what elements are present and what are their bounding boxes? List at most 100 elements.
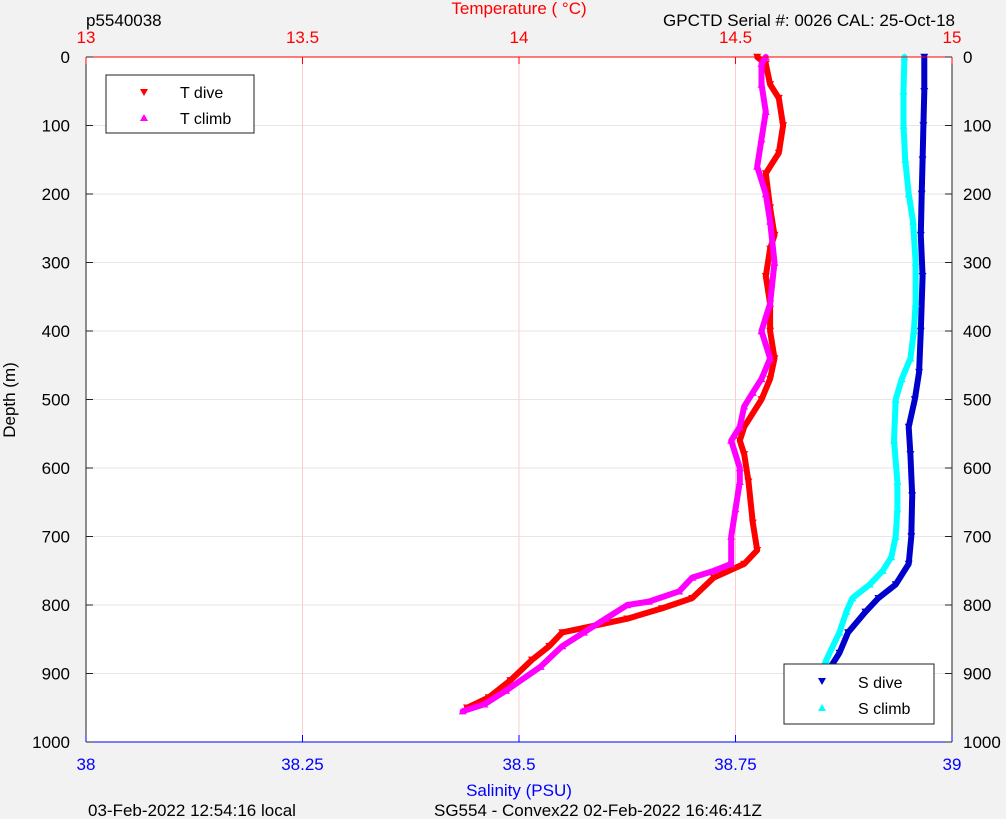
depth-tick-label-left: 400 <box>42 322 70 341</box>
depth-tick-label-right: 0 <box>963 48 972 67</box>
data-point-t_climb <box>623 601 632 609</box>
data-point-t_dive <box>761 273 770 280</box>
data-point-t_dive <box>766 81 775 88</box>
data-point-s_dive <box>910 396 919 404</box>
series-layer <box>458 53 929 715</box>
data-point-s_dive <box>906 451 915 458</box>
data-point-t_dive <box>748 519 757 527</box>
data-point-t_dive <box>766 327 775 335</box>
depth-tick-label-right: 900 <box>963 665 991 684</box>
data-point-s_climb <box>901 156 910 163</box>
footer-left-text: 03-Feb-2022 12:54:16 local <box>88 801 296 819</box>
data-point-s_climb <box>911 300 920 307</box>
data-point-s_dive <box>916 231 925 239</box>
data-point-t_climb <box>709 567 718 574</box>
depth-tick-label-left: 500 <box>42 391 70 410</box>
depth-tick-label-left: 800 <box>42 596 70 615</box>
series-t_dive <box>463 53 788 712</box>
depth-tick-label-left: 900 <box>42 665 70 684</box>
data-point-t_climb <box>757 327 766 335</box>
data-point-s_climb <box>835 628 844 636</box>
depth-tick-label-left: 300 <box>42 254 70 273</box>
salinity-tick-label: 38 <box>77 755 96 774</box>
depth-tick-label-right: 800 <box>963 596 991 615</box>
legend-t-climb-marker <box>140 114 148 121</box>
data-point-t_climb <box>757 80 766 88</box>
depth-tick-label-right: 700 <box>963 528 991 547</box>
data-point-s_climb <box>906 354 915 362</box>
data-point-t_climb <box>579 628 588 636</box>
series-line-s_climb <box>797 54 919 715</box>
data-point-t_dive <box>740 451 749 458</box>
salinity-axis-title: Salinity (PSU) <box>466 781 572 800</box>
data-point-t_climb <box>766 354 775 362</box>
data-point-t_climb <box>753 163 762 170</box>
data-point-t_dive <box>740 560 749 568</box>
salinity-legend: S dive S climb <box>783 663 935 725</box>
data-point-s_climb <box>909 217 918 225</box>
data-point-s_climb <box>893 505 902 513</box>
data-point-t_climb <box>731 505 740 513</box>
data-point-t_climb <box>748 389 757 396</box>
data-point-s_climb <box>891 395 900 403</box>
data-point-t_climb <box>727 437 736 444</box>
legend-s-climb-marker <box>818 704 826 711</box>
data-point-s_climb <box>911 258 920 266</box>
series-s_climb <box>796 53 920 715</box>
data-point-s_dive <box>874 594 883 602</box>
data-point-s_dive <box>918 156 927 164</box>
data-point-t_dive <box>558 629 567 636</box>
data-point-s_dive <box>891 581 900 589</box>
data-point-s_dive <box>907 533 916 541</box>
depth-tick-label-right: 600 <box>963 459 991 478</box>
data-point-t_climb <box>766 300 775 307</box>
footer-center-text: SG554 - Convex22 02-Feb-2022 16:46:41Z <box>434 801 762 819</box>
data-point-t_climb <box>757 135 766 143</box>
data-point-t_dive <box>506 677 515 684</box>
data-point-s_dive <box>920 88 929 95</box>
series-line-t_climb <box>459 54 778 715</box>
data-point-s_dive <box>835 649 844 657</box>
data-point-t_dive <box>484 694 493 702</box>
data-point-s_climb <box>865 580 874 588</box>
data-point-t_dive <box>757 396 766 404</box>
depth-tick-label-left: 1000 <box>32 733 70 752</box>
temperature-tick-label: 13 <box>77 28 96 47</box>
depth-tick-label-left: 0 <box>61 48 70 67</box>
data-point-t_dive <box>779 122 788 130</box>
temperature-tick-label: 13.5 <box>286 28 319 47</box>
header-right-text: GPCTD Serial #: 0026 CAL: 25-Oct-18 <box>663 11 955 30</box>
data-point-t_climb <box>536 663 545 670</box>
salinity-tick-label: 38.25 <box>281 755 324 774</box>
data-point-s_climb <box>893 478 902 485</box>
data-point-t_dive <box>527 656 536 664</box>
temperature-tick-label: 14.5 <box>719 28 752 47</box>
data-point-t_dive <box>688 594 697 602</box>
data-point-t_climb <box>761 190 770 198</box>
data-point-s_climb <box>899 121 908 129</box>
salinity-tick-label: 38.75 <box>714 755 757 774</box>
temperature-tick-label: 14 <box>510 28 529 47</box>
data-point-t_dive <box>774 94 783 102</box>
depth-axis-title: Depth (m) <box>0 362 19 438</box>
data-point-t_climb <box>727 532 736 540</box>
data-point-t_climb <box>675 587 684 595</box>
data-point-t_climb <box>458 707 467 715</box>
data-point-s_climb <box>887 553 896 561</box>
data-point-s_climb <box>878 567 887 574</box>
legend-s-climb-label: S climb <box>858 701 911 718</box>
data-point-t_climb <box>644 597 653 605</box>
temperature-legend-box <box>105 74 255 134</box>
data-point-t_climb <box>757 375 766 383</box>
data-point-t_climb <box>727 560 736 568</box>
depth-tick-label-right: 200 <box>963 185 991 204</box>
depth-tick-label-left: 600 <box>42 459 70 478</box>
data-point-t_dive <box>766 375 775 383</box>
data-point-t_dive <box>774 149 783 157</box>
data-point-t_climb <box>740 402 749 410</box>
data-point-t_climb <box>761 108 770 115</box>
data-point-s_dive <box>915 368 924 376</box>
data-point-s_dive <box>904 423 913 431</box>
data-point-t_climb <box>770 258 779 266</box>
legend-t-dive-label: T dive <box>180 85 223 102</box>
